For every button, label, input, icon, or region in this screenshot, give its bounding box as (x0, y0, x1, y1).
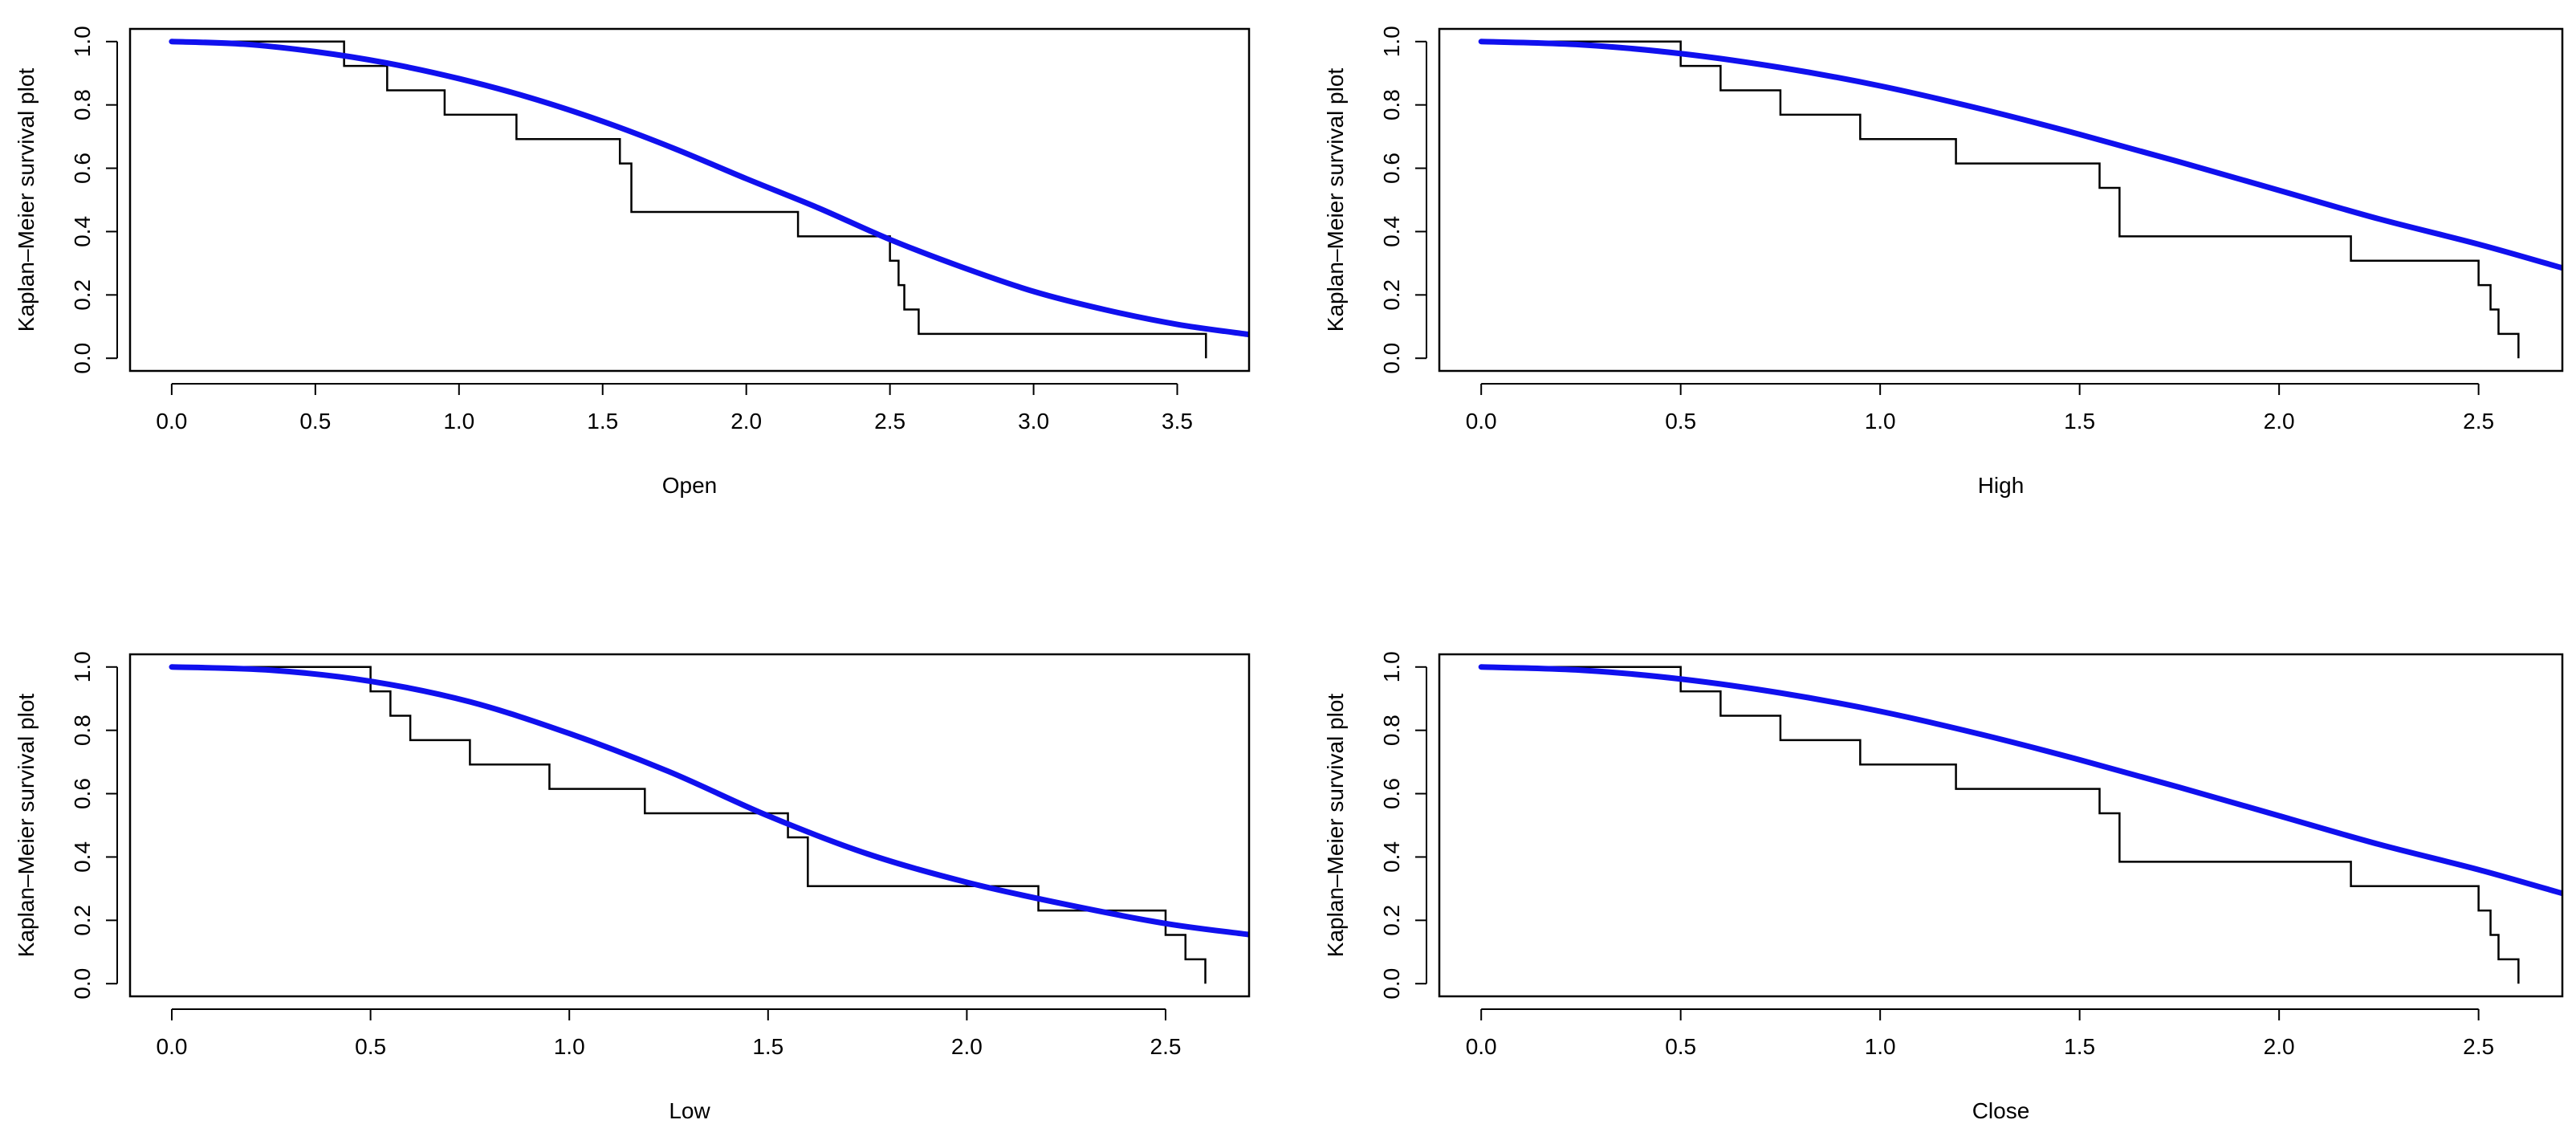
fitted-survival-curve (1478, 39, 2562, 271)
y-axis-title: Kaplan–Meier survival plot (14, 694, 39, 958)
km-step-line (171, 666, 1207, 984)
x-tick-label: 2.0 (2264, 1034, 2295, 1059)
x-tick-label: 0.0 (157, 1034, 188, 1059)
y-tick-label: 0.4 (1379, 216, 1404, 247)
x-tick-label: 0.0 (1466, 1034, 1497, 1059)
x-tick-label: 3.0 (1018, 409, 1049, 434)
plot-frame (1438, 653, 2564, 998)
km-step-line (1481, 666, 2520, 984)
x-tick-label: 1.0 (1865, 409, 1896, 434)
x-tick-label: 0.5 (1665, 1034, 1696, 1059)
x-tick-label: 1.5 (2064, 409, 2095, 434)
x-tick-label: 2.0 (951, 1034, 983, 1059)
y-tick-label: 1.0 (1379, 26, 1404, 57)
y-tick-label: 0.2 (1379, 279, 1404, 311)
y-tick-label: 0.8 (1379, 89, 1404, 120)
y-tick-label: 0.6 (1379, 153, 1404, 184)
x-tick-label: 0.0 (1466, 409, 1497, 434)
fitted-survival-curve (1478, 664, 2562, 897)
y-tick-label: 0.6 (1379, 778, 1404, 809)
y-tick-label: 1.0 (1379, 651, 1404, 682)
x-tick-label: 2.5 (1150, 1034, 1182, 1059)
km-step-line (171, 40, 1207, 359)
plot-area (169, 39, 1249, 359)
chart-panel-3: 0.0 0.5 1.0 1.5 2.0 2.5 0.0 0.2 0.4 0.6 0.8 1.0 Low K… (14, 651, 1251, 1123)
y-axis-title: Kaplan–Meier survival plot (1323, 694, 1348, 958)
x-tick-label: 1.5 (587, 409, 618, 434)
x-tick-label: 2.5 (2463, 409, 2494, 434)
x-axis-title: Open (662, 473, 718, 498)
y-axis-title: Kaplan–Meier survival plot (1323, 68, 1348, 332)
plot-area (1478, 39, 2562, 359)
plot-area (1478, 664, 2562, 984)
chart-panel-4: 0.0 0.5 1.0 1.5 2.0 2.5 0.0 0.2 0.4 0.6 0.8 1.0 Clos… (1323, 651, 2564, 1123)
y-tick-label: 0.8 (1379, 715, 1404, 746)
fitted-survival-curve (169, 664, 1249, 938)
x-tick-label: 1.0 (443, 409, 474, 434)
plot-frame (128, 27, 1251, 373)
x-tick-label: 0.0 (156, 409, 187, 434)
chart-panel-2: 0.0 0.5 1.0 1.5 2.0 2.5 0.0 0.2 0.4 0.6 0.8 1.0 High… (1323, 26, 2564, 498)
x-tick-label: 1.0 (1865, 1034, 1896, 1059)
x-tick-label: 2.0 (2264, 409, 2295, 434)
y-axis-title: Kaplan–Meier survival plot (14, 68, 39, 332)
plot-frame (128, 653, 1251, 998)
y-tick-label: 0.4 (70, 216, 95, 247)
x-axis-title: Low (669, 1098, 710, 1123)
y-tick-label: 0.6 (70, 153, 95, 184)
y-tick-label: 0.2 (1379, 905, 1404, 936)
x-axis-title: Close (1972, 1098, 2030, 1123)
y-tick-label: 0.0 (70, 968, 95, 1000)
y-tick-label: 0.4 (1379, 841, 1404, 873)
y-tick-label: 0.0 (70, 343, 95, 374)
y-tick-label: 0.2 (70, 279, 95, 311)
x-tick-label: 2.0 (730, 409, 762, 434)
x-axis-title: High (1978, 473, 2025, 498)
x-tick-label: 0.5 (355, 1034, 386, 1059)
y-tick-label: 0.2 (70, 905, 95, 936)
km-step-line (1481, 40, 2520, 359)
x-tick-label: 0.5 (1665, 409, 1696, 434)
y-tick-label: 1.0 (70, 651, 95, 682)
x-tick-label: 2.5 (2463, 1034, 2494, 1059)
x-tick-label: 2.5 (874, 409, 905, 434)
y-tick-label: 0.4 (70, 841, 95, 873)
fitted-survival-curve (169, 39, 1249, 338)
x-tick-label: 1.5 (752, 1034, 783, 1059)
x-tick-label: 1.5 (2064, 1034, 2095, 1059)
y-tick-label: 0.8 (70, 89, 95, 120)
plot-frame (1438, 27, 2564, 373)
x-tick-label: 1.0 (554, 1034, 585, 1059)
y-tick-label: 0.8 (70, 715, 95, 746)
chart-panel-1: 0.0 0.5 1.0 1.5 2.0 2.5 3.0 3.5 0.0 0.2 0.4 0.6 0.8 1… (14, 26, 1251, 498)
y-tick-label: 1.0 (70, 26, 95, 57)
x-tick-label: 0.5 (299, 409, 331, 434)
y-tick-label: 0.0 (1379, 968, 1404, 1000)
plot-area (169, 664, 1249, 984)
x-tick-label: 3.5 (1162, 409, 1193, 434)
y-tick-label: 0.0 (1379, 343, 1404, 374)
y-tick-label: 0.6 (70, 778, 95, 809)
